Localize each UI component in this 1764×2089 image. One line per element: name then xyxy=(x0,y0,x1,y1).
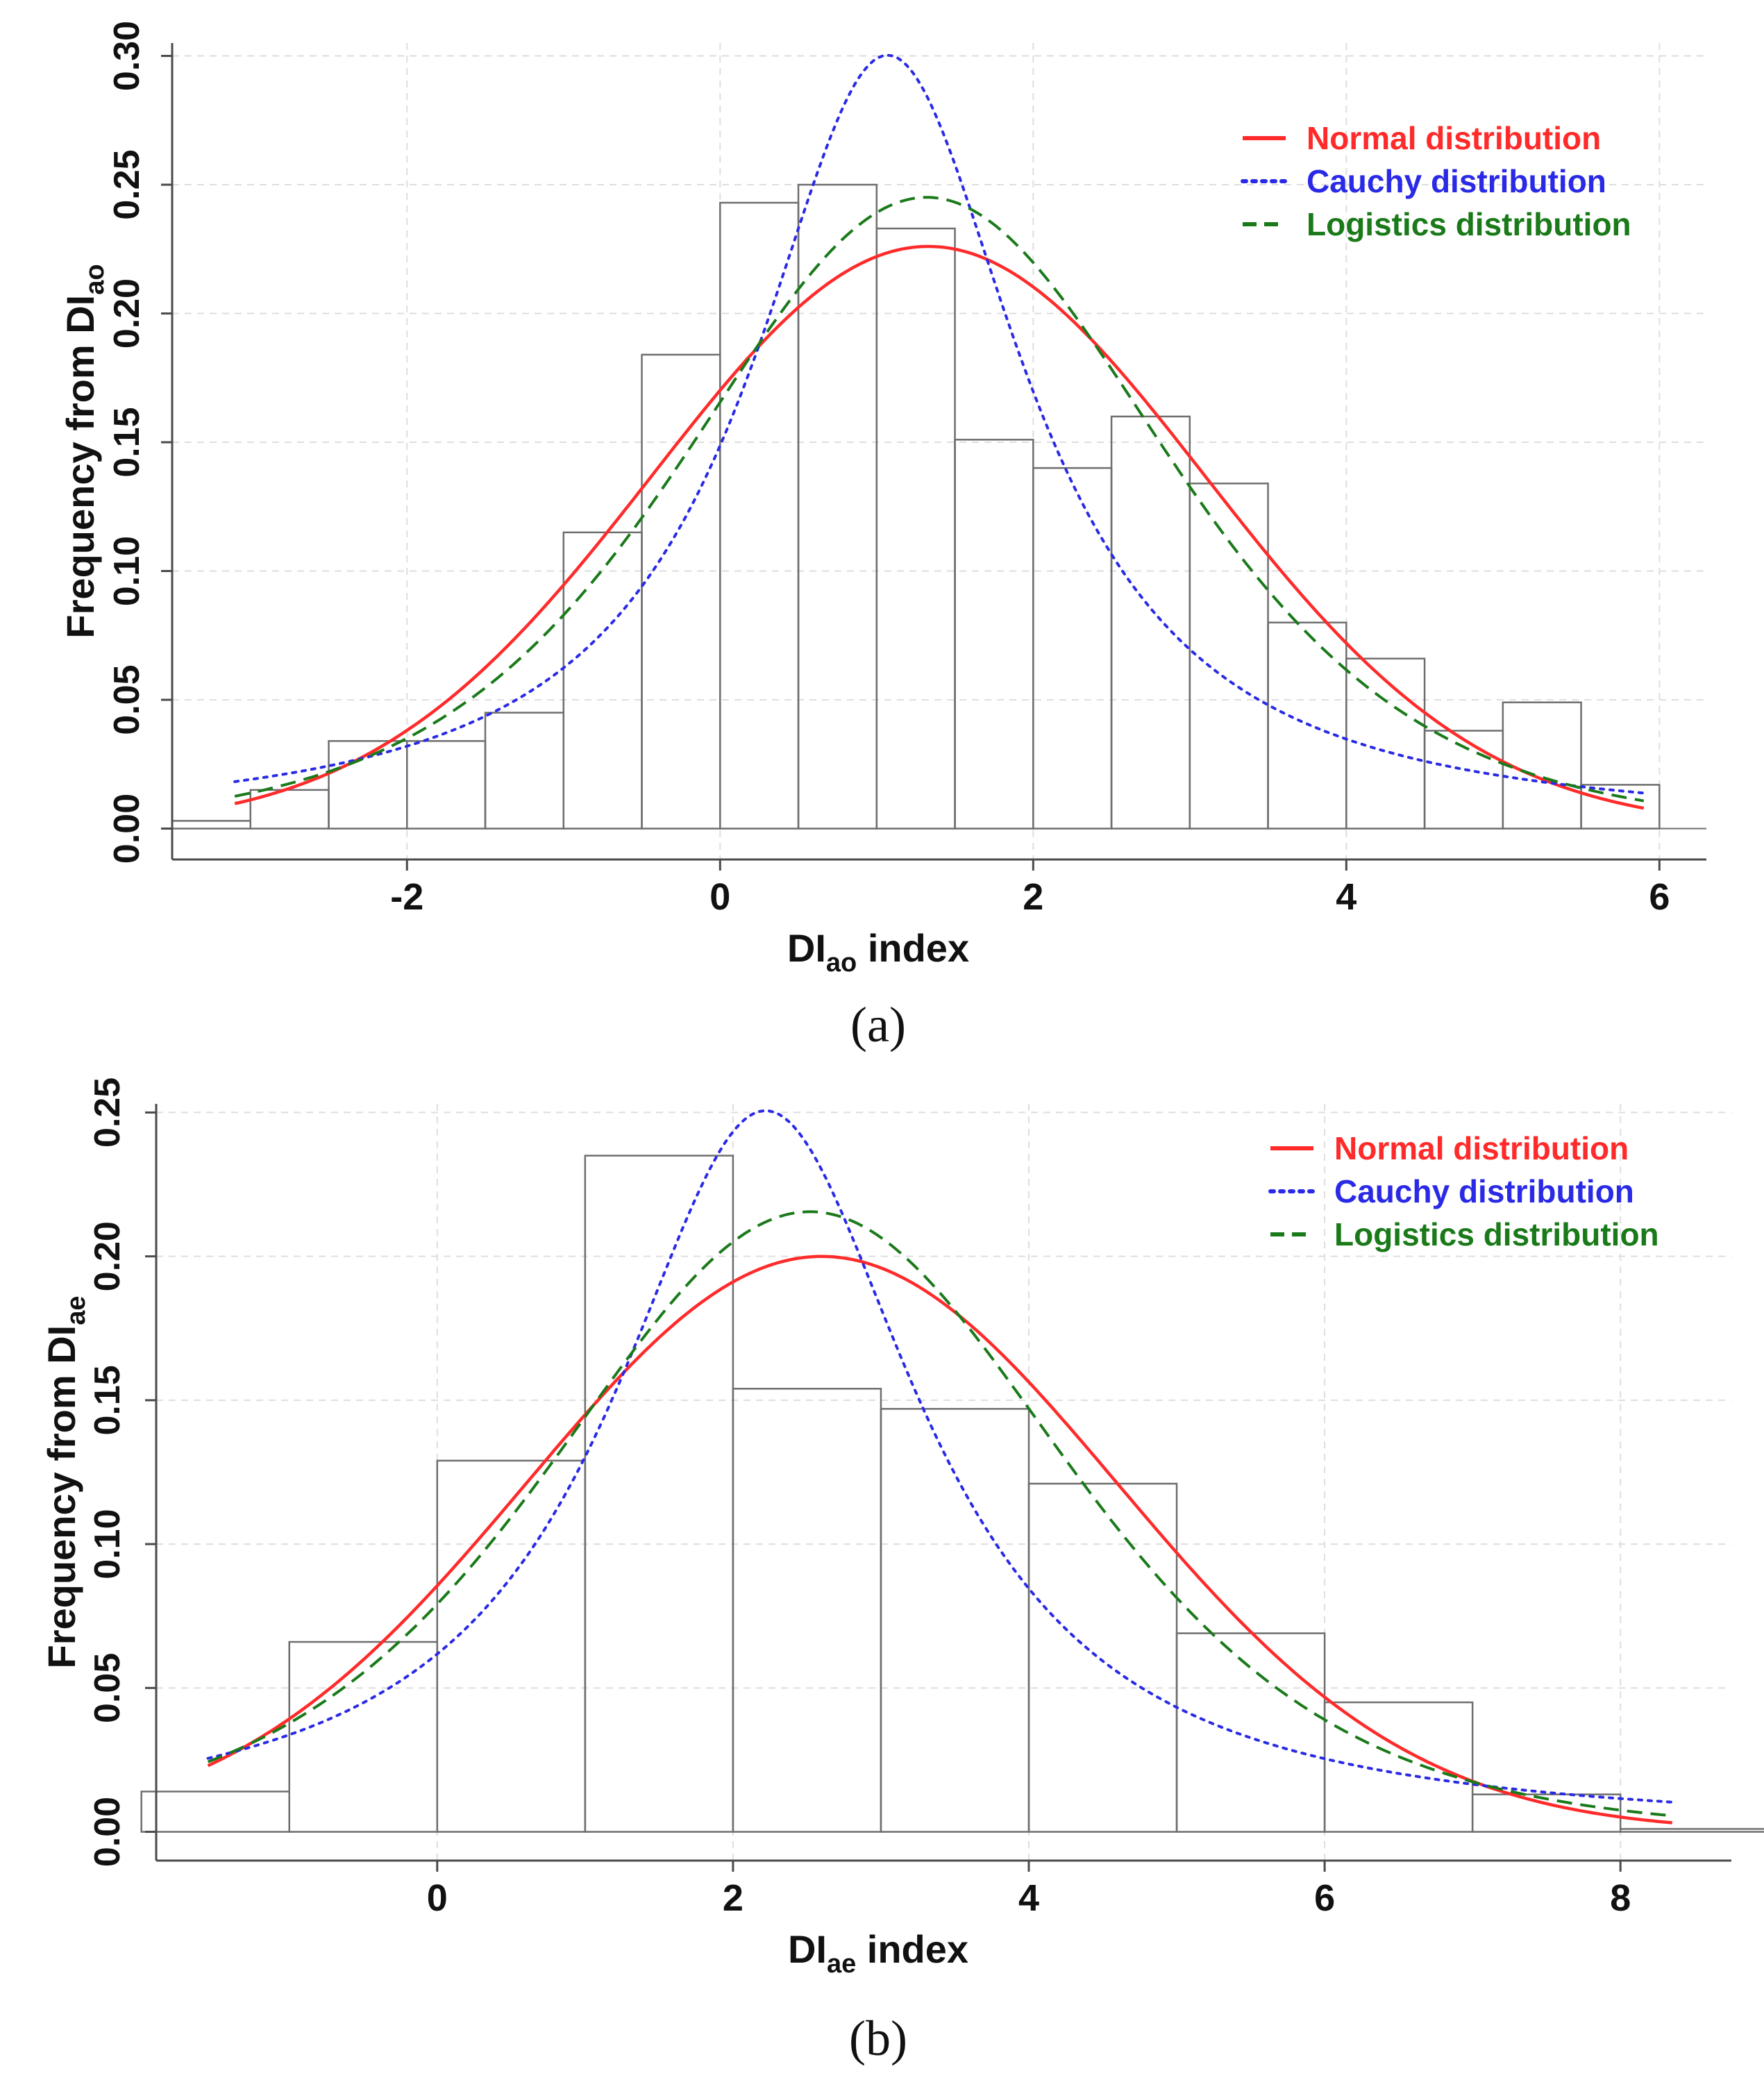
panel-a-histogram-bar-7 xyxy=(719,201,800,830)
panel-b-histogram-bar-7 xyxy=(1175,1632,1326,1833)
panel-a-histogram-bar-0 xyxy=(171,820,252,830)
panel-a-histogram-bar-10 xyxy=(954,439,1034,830)
panel-a-histogram-bar-8 xyxy=(797,183,878,830)
panel-b-x-tick-label-1: 2 xyxy=(723,1877,744,1919)
panel-a-logistic-curve xyxy=(234,196,1645,803)
panel-a-x-axis-title: DIao index xyxy=(787,926,969,978)
panel-a-histogram-bar-4 xyxy=(484,712,565,830)
panel-b-y-tick-label-0: 0.00 xyxy=(87,1797,128,1867)
panel-a-histogram-bar-14 xyxy=(1267,621,1347,830)
panel-a-y-axis-title-sub: ao xyxy=(81,264,110,294)
panel-b-histogram-bar-8 xyxy=(1323,1701,1474,1833)
panel-a-histogram-bar-5 xyxy=(562,531,643,830)
panel-b-y-axis-title-sub: ae xyxy=(62,1295,91,1325)
panel-a-y-tick-label-2: 0.10 xyxy=(107,536,147,606)
panel-a-x-axis-title-main: DI xyxy=(787,926,826,970)
panel-b-histogram-bar-4 xyxy=(732,1388,882,1833)
panel-b-normal-curve xyxy=(207,1255,1672,1824)
panel-a-histogram-bar-9 xyxy=(875,227,956,830)
panel-b-y-axis-title: Frequency from DIae xyxy=(40,1295,91,1668)
panel-b-histogram-bar-0 xyxy=(140,1790,290,1833)
panel-a-x-tick-label-0: -2 xyxy=(390,876,423,918)
panel-b-y-tick-label-5: 0.25 xyxy=(87,1077,128,1148)
panel-b-histogram-bar-3 xyxy=(584,1155,734,1833)
panel-a-y-tick-label-0: 0.00 xyxy=(107,794,147,864)
panel-a-x-tick-label-1: 0 xyxy=(709,876,730,918)
panel-a-x-tick-label-2: 2 xyxy=(1023,876,1043,918)
panel-a-cauchy-curve xyxy=(233,53,1645,795)
panel-b-x-axis-title: DIae index xyxy=(788,1927,968,1979)
panel-b-logistic-curve xyxy=(207,1210,1672,1818)
panel-a-legend-label-normal: Normal distribution xyxy=(1307,120,1601,156)
panel-a-histogram-bar-11 xyxy=(1032,467,1113,830)
panel-a-histogram-bar-15 xyxy=(1345,657,1426,830)
panel-a-x-tick-label-3: 4 xyxy=(1336,876,1356,918)
panel-b-x-tick-label-3: 6 xyxy=(1314,1877,1335,1919)
panel-a-y-axis-title-main: Frequency from DI xyxy=(58,295,102,639)
panel-a-x-tick-label-4: 6 xyxy=(1649,876,1670,918)
panel-b-y-tick-label-1: 0.05 xyxy=(87,1653,128,1723)
panel-a-legend-label-cauchy: Cauchy distribution xyxy=(1307,163,1606,199)
panel-a-y-tick-label-5: 0.25 xyxy=(107,149,147,219)
panel-b-histogram-bar-2 xyxy=(436,1459,587,1833)
panel-b-y-tick-label-4: 0.20 xyxy=(87,1221,128,1291)
panel-b-y-tick-label-3: 0.15 xyxy=(87,1365,128,1435)
panel-b-label: (b) xyxy=(849,2011,907,2066)
panel-a-histogram-bar-13 xyxy=(1188,483,1269,830)
panel-a-histogram-bar-3 xyxy=(406,740,487,830)
panel-b-histogram-bar-6 xyxy=(1027,1482,1178,1833)
panel-a-histogram-bar-12 xyxy=(1110,415,1191,830)
panel-b-legend-label-cauchy: Cauchy distribution xyxy=(1334,1173,1634,1209)
panel-a-legend-label-logistic: Logistics distribution xyxy=(1307,206,1631,242)
panel-b-y-axis-title-main: Frequency from DI xyxy=(40,1325,83,1669)
panel-a-y-tick-label-1: 0.05 xyxy=(107,664,147,735)
panel-a-histogram-bar-6 xyxy=(641,353,721,830)
panel-a-normal-curve xyxy=(234,244,1645,810)
panel-b-cauchy-curve xyxy=(206,1109,1674,1804)
panel-b-legend-label-normal: Normal distribution xyxy=(1334,1130,1629,1166)
panel-b-x-axis-title-tail: index xyxy=(856,1927,968,1971)
panel-b-x-tick-label-2: 4 xyxy=(1018,1877,1039,1919)
panel-a-label: (a) xyxy=(850,997,906,1052)
panel-b-x-axis-title-main: DI xyxy=(788,1927,827,1971)
panel-a-x-axis-title-tail: index xyxy=(857,926,969,970)
panel-a-y-tick-label-4: 0.20 xyxy=(107,278,147,349)
panel-b-x-tick-label-4: 8 xyxy=(1610,1877,1631,1919)
panel-a-histogram-bar-17 xyxy=(1502,701,1582,830)
panel-b-legend-label-logistic: Logistics distribution xyxy=(1334,1216,1659,1252)
panel-b-x-axis-title-sub: ae xyxy=(827,1949,856,1979)
panel-a-x-axis-title-sub: ao xyxy=(826,948,857,978)
panel-a-y-tick-label-6: 0.30 xyxy=(107,21,147,91)
panel-a-y-axis-title: Frequency from DIao xyxy=(58,264,110,638)
panel-b-x-tick-label-0: 0 xyxy=(427,1877,448,1919)
panel-b-y-tick-label-2: 0.10 xyxy=(87,1509,128,1579)
panel-a-y-tick-label-3: 0.15 xyxy=(107,407,147,477)
